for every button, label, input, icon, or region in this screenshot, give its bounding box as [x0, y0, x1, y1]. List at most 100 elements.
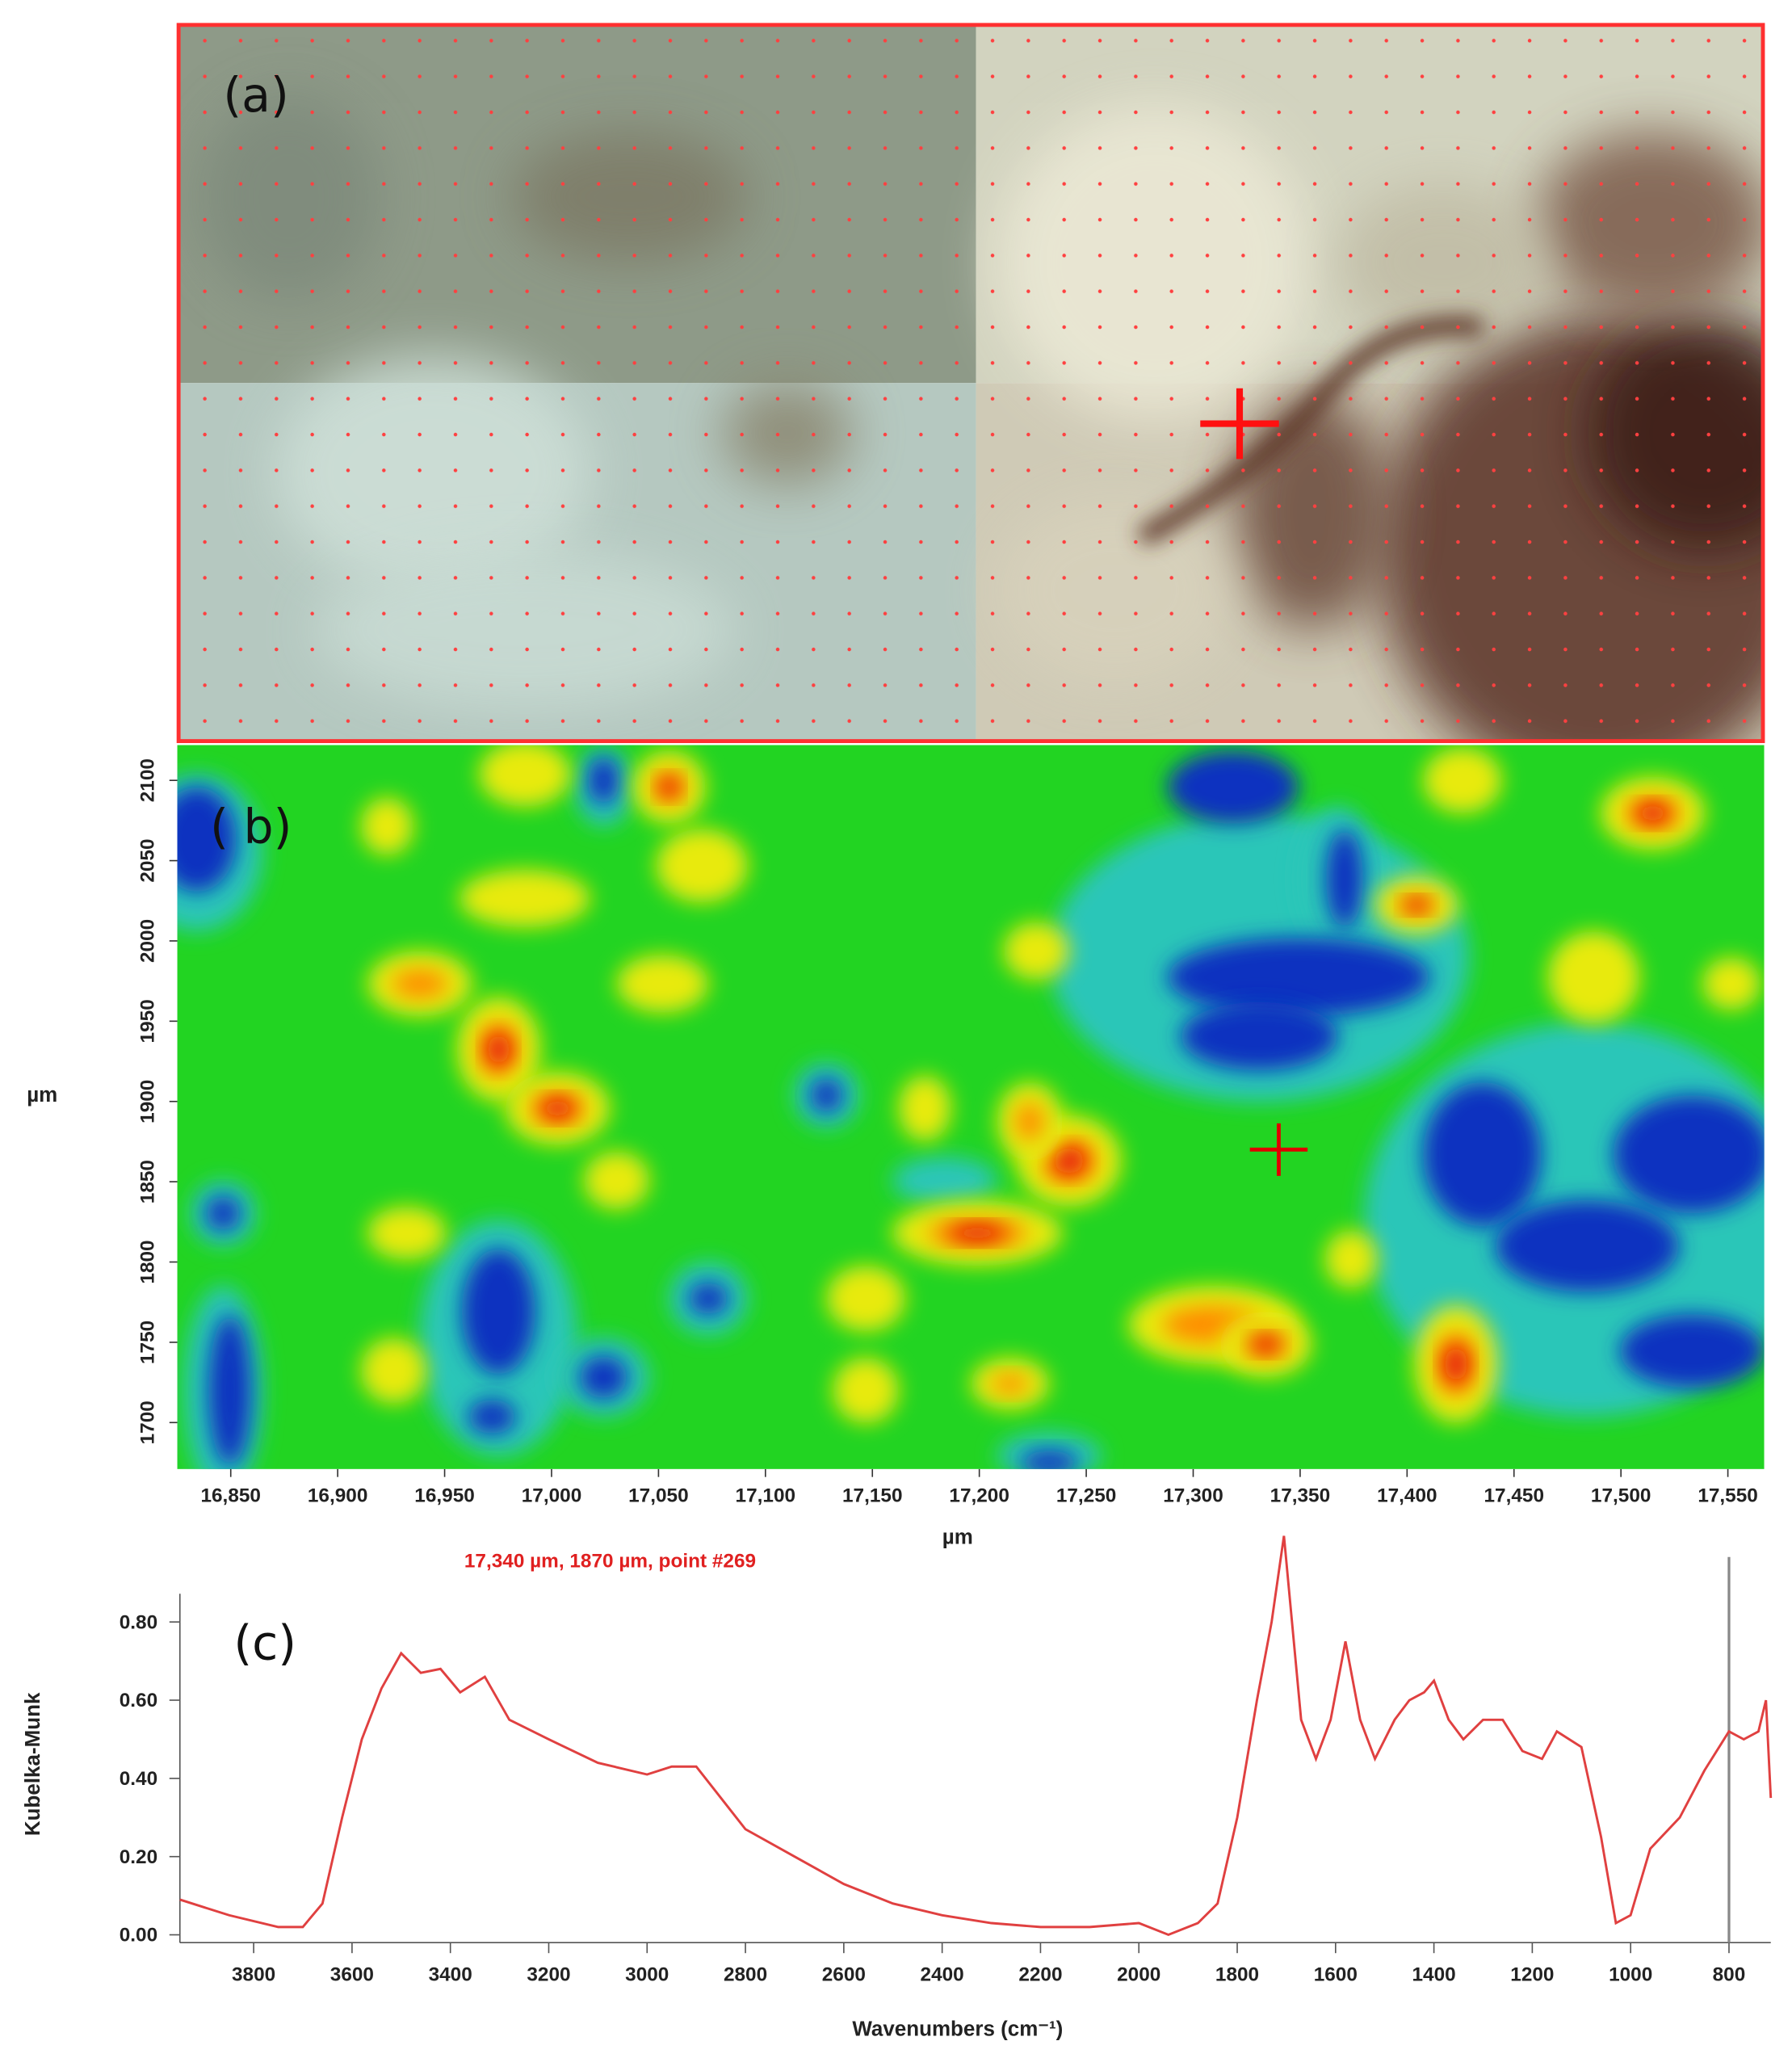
heat-blob — [659, 777, 679, 797]
heat-blob — [1495, 1200, 1680, 1292]
x-tick-label: 1400 — [1412, 1963, 1456, 1985]
heat-blob — [810, 1077, 842, 1113]
y-tick-label: 1850 — [136, 1160, 158, 1203]
heat-blob — [1444, 1346, 1468, 1383]
heat-blob — [392, 969, 448, 998]
grid-dots — [178, 24, 1763, 741]
heat-blob — [583, 1151, 650, 1210]
y-axis-label: Kubelka-Munk — [20, 1692, 44, 1836]
panel-label: (a) — [223, 68, 288, 123]
y-tick-label: 1700 — [136, 1401, 158, 1444]
x-axis-label: µm — [942, 1525, 973, 1549]
x-tick-label: 1800 — [1215, 1963, 1259, 1985]
x-tick-label: 17,300 — [1163, 1485, 1223, 1507]
heat-blob — [1016, 1102, 1044, 1140]
x-tick-label: 17,550 — [1698, 1485, 1758, 1507]
heat-blob — [1253, 1336, 1279, 1353]
x-tick-label: 1000 — [1609, 1963, 1652, 1985]
heat-blob — [1003, 922, 1069, 981]
heat-blob — [479, 745, 571, 807]
image-frame — [176, 23, 1765, 744]
x-tick-label: 17,250 — [1056, 1485, 1117, 1507]
heat-blob — [206, 1196, 241, 1231]
x-tick-label: 17,050 — [628, 1485, 689, 1507]
heatmap — [177, 745, 1765, 1469]
x-tick-label: 3200 — [527, 1963, 570, 1985]
heat-blob — [616, 955, 709, 1013]
annotation: 17,340 µm, 1870 µm, point #269 — [464, 1551, 756, 1573]
heat-blob — [656, 829, 748, 903]
heat-blob — [1613, 1095, 1765, 1214]
marker — [1200, 388, 1279, 460]
chart-layer: (a) 16,850 16,900 16,950 17,000 17,050 17,100 1… — [20, 68, 1773, 2041]
y-tick-label: 0.80 — [120, 1611, 157, 1633]
heat-blob — [992, 1375, 1029, 1393]
x-tick-label: 17,150 — [842, 1485, 903, 1507]
x-tick-label: 3000 — [625, 1963, 669, 1985]
x-tick-label: 17,200 — [949, 1485, 1009, 1507]
y-tick-label: 1950 — [136, 999, 158, 1043]
y-tick-label: 0.40 — [120, 1768, 157, 1790]
heat-blob — [580, 1356, 627, 1399]
heat-blob — [208, 1314, 251, 1467]
y-axis-label: µm — [27, 1082, 57, 1107]
heat-blob — [1423, 747, 1502, 813]
heat-blob — [1702, 957, 1761, 1010]
x-tick-label: 17,100 — [736, 1485, 796, 1507]
heat-blob — [587, 757, 619, 804]
heat-blob — [1637, 804, 1669, 823]
y-tick-label: 1900 — [136, 1080, 158, 1123]
x-tick-label: 17,450 — [1484, 1485, 1545, 1507]
heat-blob — [948, 1224, 1006, 1241]
heat-blob — [459, 869, 591, 928]
heat-blob — [360, 1338, 427, 1404]
y-tick-label: 0.00 — [120, 1925, 157, 1947]
heat-blob — [461, 1249, 535, 1375]
heat-blob — [898, 1075, 951, 1141]
x-tick-label: 800 — [1713, 1963, 1746, 1985]
panel-label: ( b) — [210, 800, 292, 855]
heat-blob — [177, 787, 237, 892]
x-tick-label: 2200 — [1018, 1963, 1062, 1985]
heat-blob — [542, 1098, 573, 1119]
heat-blob — [1619, 1314, 1765, 1388]
x-tick-label: 17,000 — [522, 1485, 582, 1507]
x-tick-label: 17,400 — [1377, 1485, 1437, 1507]
x-tick-label: 16,900 — [308, 1485, 368, 1507]
y-tick-label: 2100 — [136, 758, 158, 802]
y-tick-label: 0.20 — [120, 1846, 157, 1868]
heat-blob — [1547, 931, 1640, 1023]
panel-label: (c) — [233, 1615, 296, 1670]
y-tick-label: 2050 — [136, 838, 158, 882]
y-tick-label: 2000 — [136, 919, 158, 963]
y-tick-label: 1750 — [136, 1321, 158, 1364]
y-tick-label: 0.60 — [120, 1690, 157, 1711]
heat-blob — [1324, 1230, 1378, 1288]
heat-blob — [688, 1283, 728, 1315]
heat-blob — [1053, 1148, 1085, 1174]
heat-blob — [1404, 898, 1429, 912]
x-tick-label: 2800 — [724, 1963, 767, 1985]
spectrum-line — [179, 1535, 1773, 1937]
x-tick-label: 3600 — [330, 1963, 374, 1985]
x-tick-label: 1200 — [1510, 1963, 1554, 1985]
cursor-marker — [1249, 1123, 1308, 1176]
heat-blob — [826, 1266, 905, 1332]
heat-blob — [1180, 1002, 1338, 1071]
x-tick-label: 17,350 — [1270, 1485, 1331, 1507]
heat-blob — [892, 1157, 997, 1204]
heat-blob — [833, 1357, 899, 1424]
heat-blob — [487, 1033, 510, 1065]
x-axis-label: Wavenumbers (cm⁻¹) — [852, 2017, 1063, 2041]
x-tick-label: 1600 — [1314, 1963, 1358, 1985]
heat-blob — [367, 1207, 447, 1260]
heat-blob — [360, 797, 413, 855]
heat-blob — [1423, 1081, 1542, 1227]
x-tick-label: 2600 — [822, 1963, 866, 1985]
heat-blob — [1167, 938, 1430, 1017]
x-tick-label: 3400 — [429, 1963, 472, 1985]
x-tick-label: 16,850 — [200, 1485, 261, 1507]
heat-blob — [468, 1399, 516, 1434]
